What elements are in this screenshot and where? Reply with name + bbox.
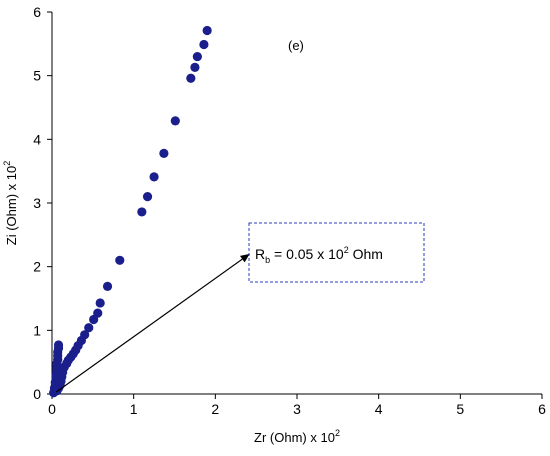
data-points xyxy=(49,25,212,398)
x-tick-label: 1 xyxy=(130,401,138,417)
data-point xyxy=(159,148,169,158)
x-axis-ticks: 0 1 2 3 4 5 6 xyxy=(48,394,546,417)
data-point xyxy=(137,207,147,217)
annotation-text: Rb = 0.05 x 102 Ohm xyxy=(255,245,383,265)
annotation-box xyxy=(248,222,425,283)
data-point xyxy=(80,330,90,340)
data-point xyxy=(93,308,103,318)
x-tick-label: 2 xyxy=(211,401,219,417)
y-tick-label: 1 xyxy=(33,322,41,338)
data-point xyxy=(149,172,159,182)
y-tick-label: 5 xyxy=(33,68,41,84)
annotation-arrowhead xyxy=(239,253,250,263)
data-point xyxy=(53,340,64,350)
data-point xyxy=(192,51,202,62)
x-tick-label: 6 xyxy=(538,401,546,417)
x-tick-label: 4 xyxy=(375,401,383,417)
annotation-arrow-line xyxy=(55,253,250,393)
y-tick-label: 6 xyxy=(33,4,41,20)
data-point xyxy=(190,62,200,72)
y-axis-ticks: 0 1 2 3 4 5 6 xyxy=(33,4,52,402)
x-axis-label: Zr (Ohm) x 102 xyxy=(254,428,340,445)
y-tick-label: 0 xyxy=(33,386,41,402)
data-point xyxy=(199,39,209,50)
panel-label: (e) xyxy=(288,38,304,53)
x-tick-label: 5 xyxy=(456,401,464,417)
data-point xyxy=(142,192,153,202)
data-point xyxy=(95,298,105,308)
data-point xyxy=(84,323,94,333)
x-tick-label: 3 xyxy=(293,401,301,417)
y-tick-label: 3 xyxy=(33,195,41,211)
data-point xyxy=(102,281,113,292)
y-axis-label: Zi (Ohm) x 102 xyxy=(2,161,19,245)
axes xyxy=(51,12,542,395)
x-tick-label: 0 xyxy=(48,401,56,417)
y-tick-label: 2 xyxy=(33,259,41,275)
y-tick-label: 4 xyxy=(33,131,41,147)
annotation: Rb = 0.05 x 102 Ohm xyxy=(55,222,425,393)
data-point xyxy=(170,116,180,126)
data-point xyxy=(115,255,125,265)
data-point xyxy=(202,25,212,36)
data-point xyxy=(186,73,196,83)
